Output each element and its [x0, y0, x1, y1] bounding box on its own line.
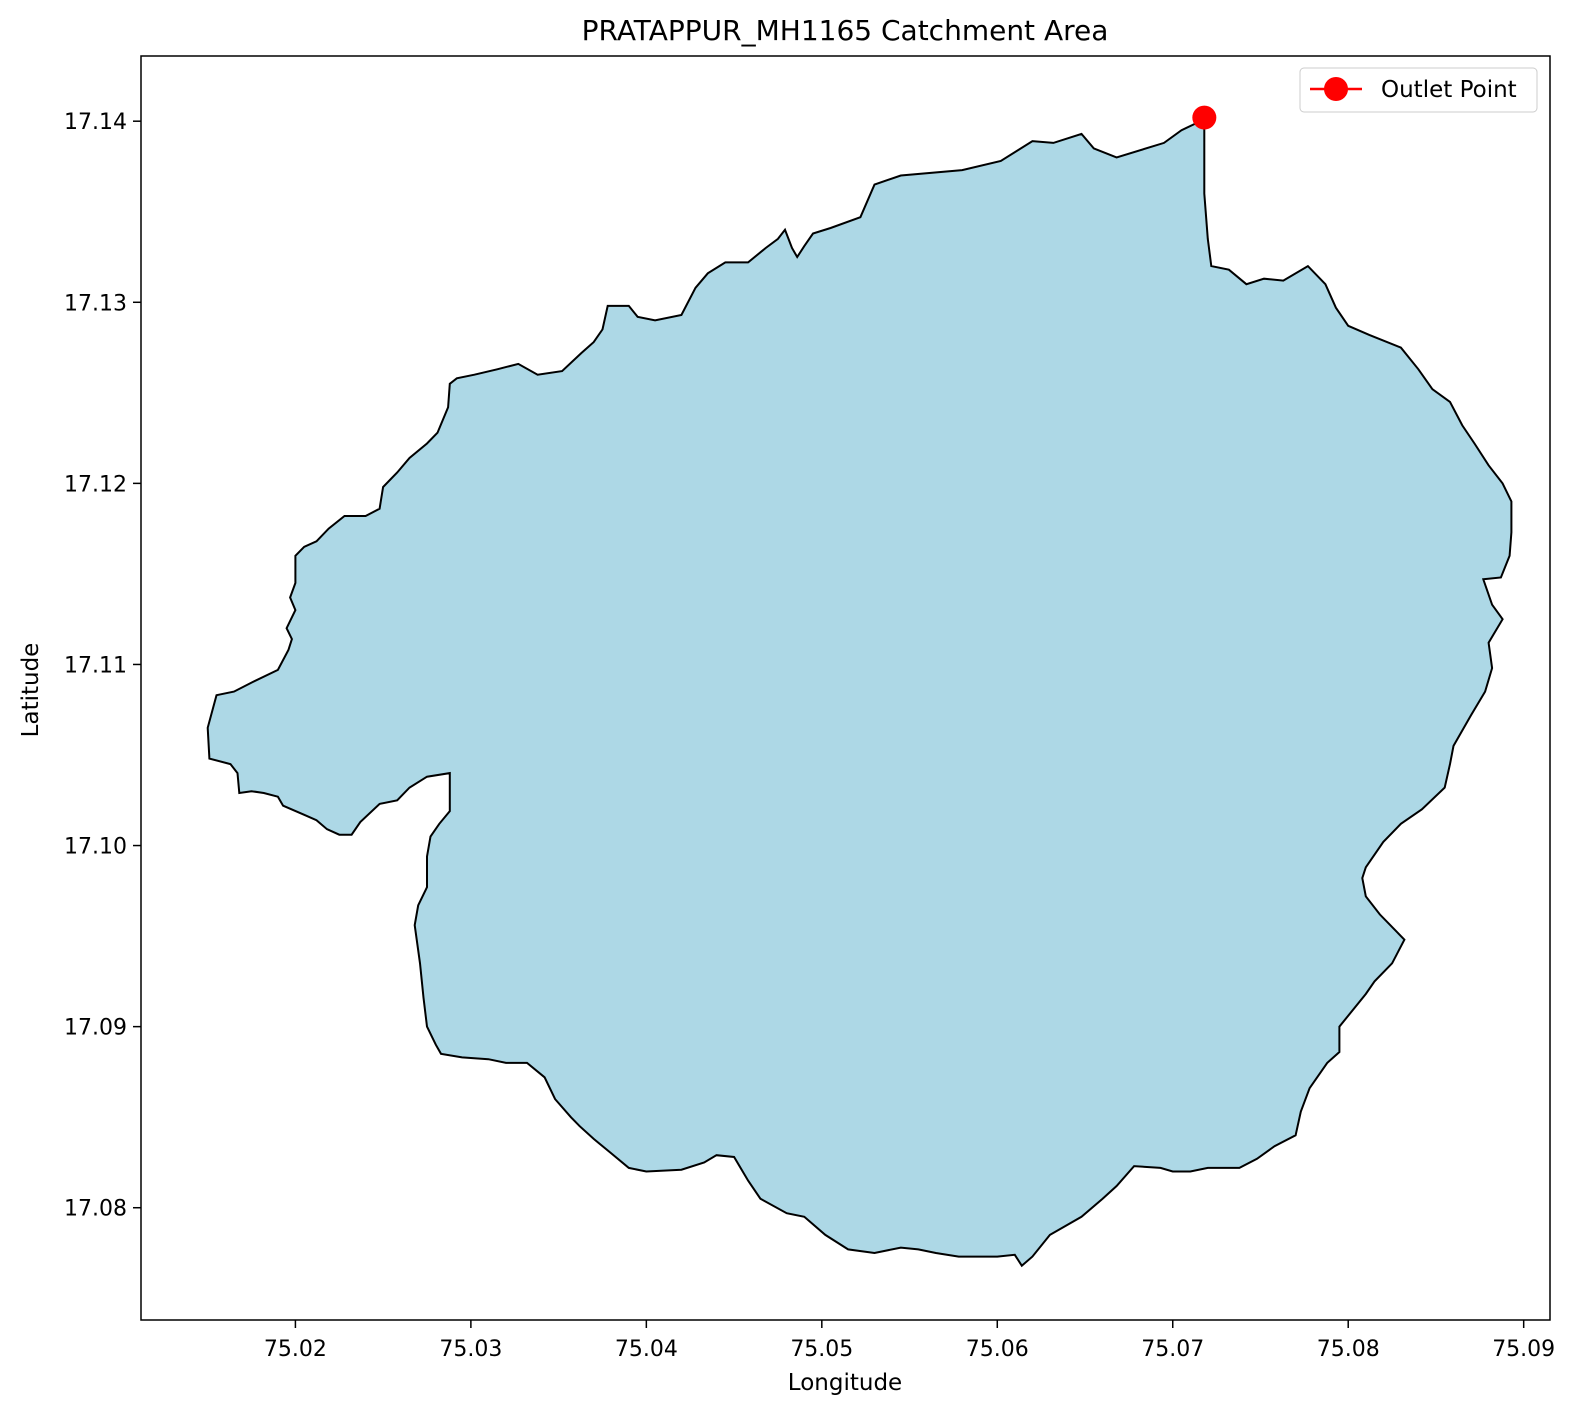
plot-frame: [140, 55, 1551, 1321]
x-axis-label: Longitude: [788, 1370, 902, 1396]
catchment-polygon: [206, 117, 1513, 1268]
y-tick-label: 17.11: [64, 653, 127, 678]
outlet-point-marker: [1192, 105, 1217, 130]
y-tick-label: 17.08: [64, 1197, 127, 1222]
y-tick-label: 17.14: [64, 110, 127, 135]
y-axis-label: Latitude: [18, 643, 44, 738]
legend-box: [1299, 67, 1538, 113]
y-tick-label: 17.13: [64, 291, 127, 316]
y-axis-ticks: 17.08 17.09 17.10 17.11 17.12 17.13 17.14: [64, 110, 141, 1222]
x-tick-label: 75.08: [1317, 1337, 1380, 1362]
y-tick-label: 17.09: [64, 1016, 127, 1041]
legend: Outlet Point: [1299, 67, 1538, 113]
x-tick-label: 75.04: [615, 1337, 678, 1362]
x-tick-label: 75.03: [439, 1337, 502, 1362]
chart-title: PRATAPPUR_MH1165 Catchment Area: [582, 14, 1109, 47]
y-tick-label: 17.10: [64, 835, 127, 860]
plot-area: [206, 105, 1513, 1268]
x-tick-label: 75.02: [264, 1337, 327, 1362]
x-tick-label: 75.09: [1492, 1337, 1555, 1362]
x-tick-label: 75.05: [790, 1337, 853, 1362]
x-tick-label: 75.07: [1141, 1337, 1204, 1362]
legend-marker-icon: [1324, 77, 1348, 101]
x-tick-label: 75.06: [966, 1337, 1029, 1362]
x-axis-ticks: 75.02 75.03 75.04 75.05 75.06 75.07 75.08 75.09: [264, 1320, 1555, 1362]
y-tick-label: 17.12: [64, 472, 127, 497]
legend-label-outlet-point: Outlet Point: [1381, 77, 1517, 103]
